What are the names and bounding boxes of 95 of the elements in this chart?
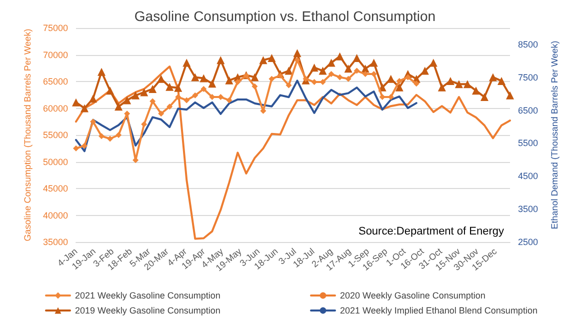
legend-label: 2021 Weekly Gasoline Consumption	[75, 290, 220, 300]
point	[395, 83, 404, 92]
point	[277, 72, 284, 79]
point	[123, 96, 132, 104]
point	[310, 64, 318, 72]
point	[327, 58, 336, 67]
point	[328, 71, 334, 78]
y-tick-label: 50000	[42, 156, 68, 167]
y2-tick-label: 5500	[518, 138, 538, 148]
point	[106, 86, 114, 95]
point	[234, 79, 241, 86]
point	[370, 58, 378, 67]
point	[252, 83, 258, 90]
point	[497, 76, 506, 85]
y-tick-label: 65000	[42, 76, 68, 86]
point	[73, 145, 79, 152]
y2-tick-label: 8500	[518, 39, 538, 50]
y-tick-label: 60000	[42, 103, 68, 114]
point	[107, 136, 114, 142]
point	[184, 97, 190, 104]
y2-axis-title: Ethanol Demand (Thousand Barrels Per Week)	[550, 40, 560, 230]
chart-title: Gasoline Consumption vs. Ethanol Consumption	[134, 8, 436, 24]
point	[396, 78, 402, 84]
point	[150, 98, 156, 104]
y2-tick-label: 6500	[518, 105, 538, 116]
point	[472, 86, 480, 95]
annotation: Source:Department of Energy	[358, 226, 504, 238]
line-series	[75, 80, 418, 152]
point	[182, 58, 191, 67]
y-axis-title: Gasoline Consumption (Thousand Barrels Per Week)	[22, 28, 32, 242]
point	[302, 76, 309, 82]
point	[446, 76, 454, 85]
y-tick-label: 75000	[42, 23, 68, 33]
legend-label: 2019 Weekly Gasoline Consumption	[75, 306, 220, 316]
point	[200, 74, 208, 82]
point	[80, 104, 89, 112]
point	[336, 52, 344, 60]
point	[294, 57, 300, 64]
y-tick-label: 55000	[42, 130, 68, 140]
point	[90, 118, 96, 125]
y-tick-label: 35000	[42, 237, 68, 247]
point	[259, 56, 268, 64]
point	[141, 121, 148, 128]
point	[82, 142, 88, 149]
point	[72, 98, 80, 106]
point	[293, 49, 302, 58]
point	[148, 84, 157, 93]
legend-label: 2020 Weekly Gasoline Consumption	[340, 290, 486, 300]
point	[404, 74, 411, 80]
point	[89, 94, 98, 103]
point	[116, 132, 122, 138]
y2-tick-label: 3500	[518, 204, 538, 214]
point	[191, 73, 200, 82]
point	[268, 76, 275, 82]
point	[158, 110, 164, 117]
point	[488, 73, 497, 82]
point	[132, 91, 140, 100]
point	[506, 91, 514, 100]
point	[250, 73, 259, 82]
point	[166, 104, 173, 110]
point	[454, 80, 463, 88]
point	[114, 102, 123, 111]
point	[284, 66, 293, 75]
point	[174, 84, 182, 92]
point	[286, 82, 292, 88]
point	[480, 93, 488, 102]
y-tick-label: 40000	[42, 210, 68, 220]
point	[208, 80, 216, 88]
point	[318, 66, 327, 75]
point	[344, 64, 352, 73]
point	[413, 80, 420, 87]
y-tick-label: 70000	[42, 50, 68, 60]
point	[140, 88, 148, 96]
line-series	[75, 66, 511, 240]
y2-tick-label: 7500	[518, 72, 538, 82]
point	[226, 97, 232, 104]
point	[200, 86, 207, 92]
point	[268, 54, 276, 62]
point	[166, 82, 174, 91]
point	[336, 74, 343, 80]
point	[175, 94, 182, 100]
point	[463, 80, 472, 88]
y2-tick-label: 2500	[518, 237, 538, 247]
legend-label: 2021 Weekly Implied Ethanol Blend Consumption	[340, 306, 538, 316]
point	[192, 92, 198, 98]
point	[438, 83, 446, 92]
point	[225, 76, 234, 84]
point	[216, 56, 225, 64]
point	[352, 54, 361, 62]
y2-tick-label: 4500	[518, 171, 538, 182]
point	[98, 68, 106, 76]
point	[98, 133, 105, 140]
point	[354, 68, 360, 74]
point	[345, 76, 352, 82]
y-tick-label: 45000	[42, 184, 68, 194]
